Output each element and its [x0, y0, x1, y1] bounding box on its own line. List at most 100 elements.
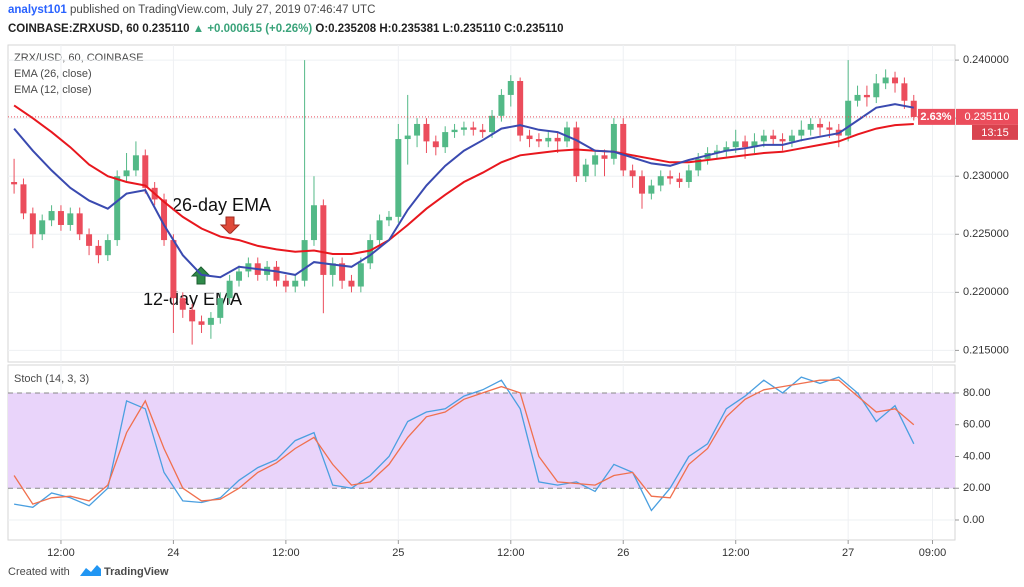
candle-body: [423, 123, 430, 142]
series-line: [13, 103, 914, 279]
candle-body: [545, 137, 552, 142]
candle-body: [170, 240, 177, 299]
pane-title: ZRX/USD, 60, COINBASE: [14, 52, 144, 64]
candle-body: [357, 263, 364, 287]
series-line: [13, 379, 915, 505]
candle-body: [310, 205, 317, 241]
x-tick-label: 27: [842, 547, 854, 559]
y-tick-label: 0.230000: [963, 170, 1009, 182]
quote-line: COINBASE:ZRXUSD, 60 0.235110 ▲ +0.000615…: [8, 23, 564, 35]
band: [8, 392, 955, 489]
candle-body: [48, 211, 55, 221]
candle-body: [667, 176, 674, 179]
arrow-down: [219, 216, 241, 235]
candle-body: [892, 77, 899, 84]
candle-body: [742, 141, 749, 148]
y-tick-label: 0.220000: [963, 286, 1009, 298]
series-line: [13, 104, 914, 255]
x-tick-label: 12:00: [47, 547, 75, 559]
publisher[interactable]: analyst101: [8, 4, 67, 16]
candle-body: [723, 147, 730, 151]
candle-body: [629, 170, 636, 177]
x-tick-label: 09:00: [919, 547, 947, 559]
candle-body: [620, 123, 627, 171]
candle-body: [648, 185, 655, 194]
y-tick-label: 0.225000: [963, 228, 1009, 240]
candle-body: [329, 263, 336, 275]
candle-body: [142, 155, 149, 188]
x-tick-label: 24: [167, 547, 179, 559]
y-tick-label: 20.00: [963, 482, 991, 494]
price-tag: [918, 108, 955, 125]
x-tick-label: 12:00: [497, 547, 525, 559]
countdown-tag: [972, 124, 1018, 140]
candle-body: [123, 170, 130, 177]
y-tick-label: 0.00: [963, 514, 984, 526]
candle-body: [863, 94, 870, 98]
candle-body: [217, 298, 224, 318]
candle-body: [601, 155, 608, 159]
candle-body: [479, 129, 486, 133]
candle-body: [751, 141, 758, 148]
candle-body: [292, 280, 299, 287]
x-tick-label: 12:00: [722, 547, 750, 559]
footer-brand[interactable]: TradingView: [104, 566, 169, 578]
candle-body: [432, 141, 439, 148]
candle-body: [236, 271, 243, 281]
candle-body: [817, 123, 824, 128]
candle-body: [301, 240, 308, 281]
candle-body: [198, 321, 205, 325]
candle-body: [592, 155, 599, 165]
candle-body: [207, 317, 214, 325]
candle-body: [189, 309, 196, 322]
pane-title: Stoch (14, 3, 3): [14, 373, 89, 385]
candle-body: [582, 164, 589, 177]
candle-body: [132, 155, 139, 171]
candle-body: [554, 137, 561, 142]
candle-body: [367, 240, 374, 264]
candle-body: [67, 213, 74, 225]
y-tick-label: 40.00: [963, 450, 991, 462]
candle-body: [610, 123, 617, 159]
candle-body: [339, 263, 346, 281]
candle-body: [807, 123, 814, 130]
low: L:0.235110: [443, 23, 501, 35]
last-price-label: 0.235110: [964, 111, 1009, 123]
candle-body: [395, 139, 402, 217]
candle-body: [901, 83, 908, 101]
candle-body: [685, 170, 692, 183]
price-tag: [956, 108, 1018, 125]
candle-body: [179, 298, 186, 310]
candle-body: [657, 176, 664, 186]
candle-body: [507, 80, 514, 95]
candle-body: [470, 127, 477, 130]
candle-body: [695, 158, 702, 171]
candle-body: [638, 176, 645, 194]
price-pane: [7, 44, 956, 363]
candle-body: [404, 135, 411, 140]
x-tick-label: 26: [617, 547, 629, 559]
candle-body: [845, 100, 852, 136]
candle-body: [526, 135, 533, 140]
candle-body: [376, 220, 383, 241]
candle-body: [29, 213, 36, 235]
candle-body: [76, 213, 83, 235]
candle-body: [873, 83, 880, 98]
candle-body: [95, 245, 102, 256]
brand-logo: [80, 565, 101, 576]
candle-body: [348, 280, 355, 287]
countdown: 13:15: [981, 127, 1009, 139]
high: H:0.235381: [379, 23, 440, 35]
candle-body: [39, 220, 46, 235]
candle-body: [414, 123, 421, 136]
candle-body: [57, 211, 64, 225]
candle-body: [498, 94, 505, 116]
candle-body: [770, 135, 777, 140]
candle-body: [385, 216, 392, 221]
candle-body: [460, 127, 467, 130]
candle-body: [161, 199, 168, 241]
candle-body: [320, 205, 327, 275]
candle-body: [282, 280, 289, 287]
candle-body: [86, 234, 93, 246]
